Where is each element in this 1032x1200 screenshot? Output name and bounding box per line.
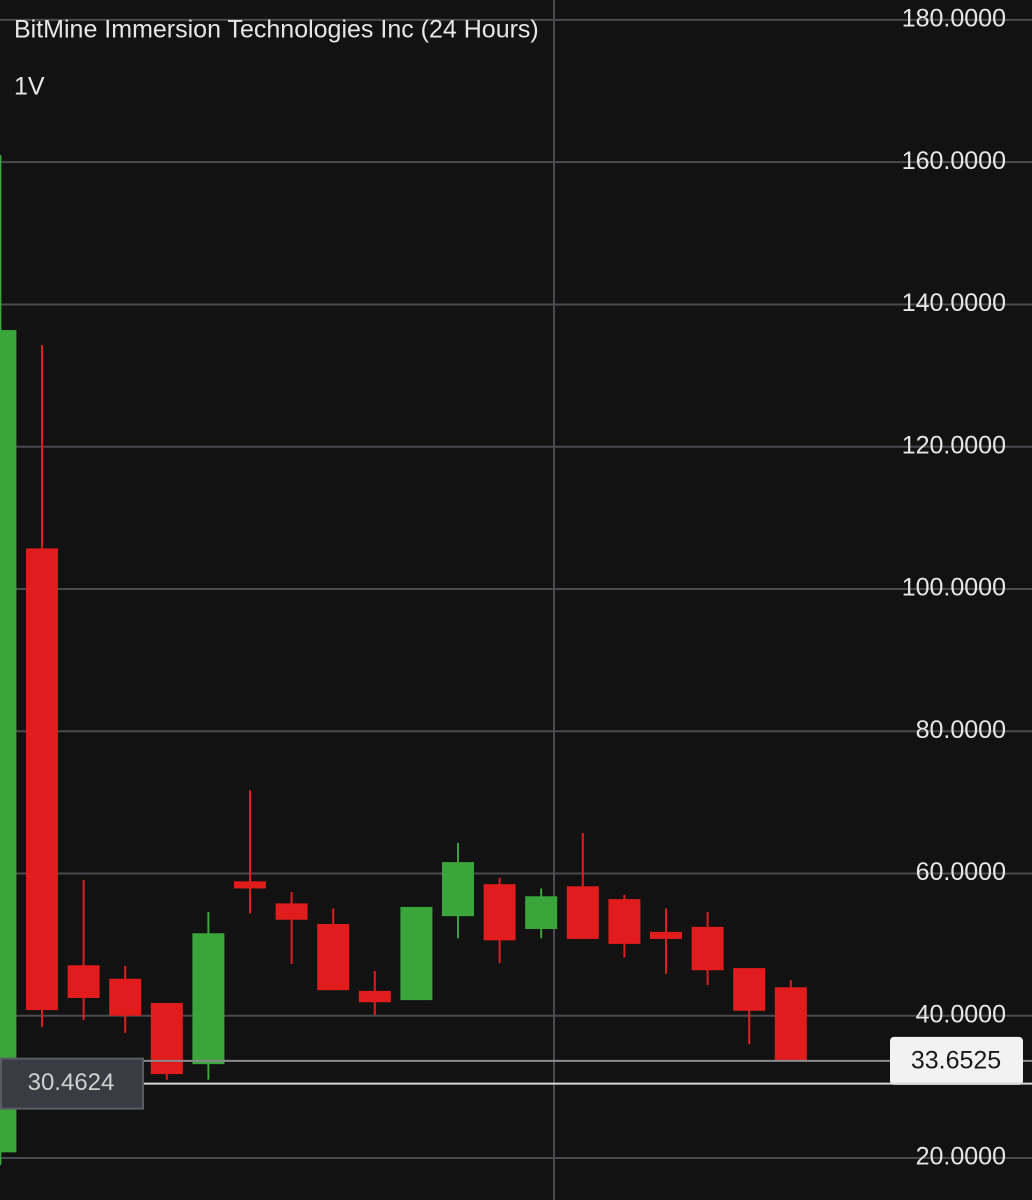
candle-body: [483, 884, 516, 941]
grid: 20.0000 40.0000 60.0000 80.0000 100.0000 120.…: [0, 5, 1032, 1171]
candle-body: [317, 924, 350, 991]
candle-body: [525, 896, 558, 929]
candle-body: [234, 881, 266, 889]
y-tick-label: 80.0000: [916, 716, 1006, 744]
chart-subtitle: 1V: [14, 73, 45, 101]
y-tick-label: 60.0000: [916, 858, 1006, 886]
candle-body: [650, 931, 682, 939]
candle-body: [67, 965, 100, 998]
candle-body: [442, 862, 474, 917]
candle-body: [0, 330, 17, 1153]
candle-body: [358, 990, 391, 1003]
candle-body: [26, 548, 58, 1011]
y-tick-label: 160.0000: [902, 147, 1006, 175]
crosshair-label: 30.4624: [28, 1069, 115, 1096]
y-tick-label: 120.0000: [902, 431, 1006, 459]
candle-body: [608, 899, 641, 944]
y-tick-label: 180.0000: [902, 5, 1006, 33]
last-price-box: [890, 1036, 1023, 1085]
y-tick-label: 140.0000: [902, 289, 1006, 317]
candle-body: [691, 926, 724, 971]
candle-body: [774, 987, 807, 1061]
crosshair-box: [0, 1057, 144, 1110]
y-tick-label: 20.0000: [916, 1143, 1006, 1171]
candle-body: [192, 933, 225, 1065]
y-tick-label: 40.0000: [916, 1000, 1006, 1028]
last-price-label: 33.6525: [911, 1047, 1001, 1075]
candle-body: [733, 968, 766, 1011]
candles: [0, 155, 807, 1166]
overlay: 33.6525 30.4624: [0, 1036, 1032, 1110]
candle-body: [275, 903, 308, 920]
y-tick-label: 100.0000: [902, 574, 1006, 602]
chart-title: BitMine Immersion Technologies Inc (24 H…: [14, 16, 539, 44]
candle-body: [109, 978, 142, 1016]
candle-body: [400, 906, 433, 1001]
candle-body: [150, 1002, 183, 1075]
candle-body: [566, 886, 599, 939]
